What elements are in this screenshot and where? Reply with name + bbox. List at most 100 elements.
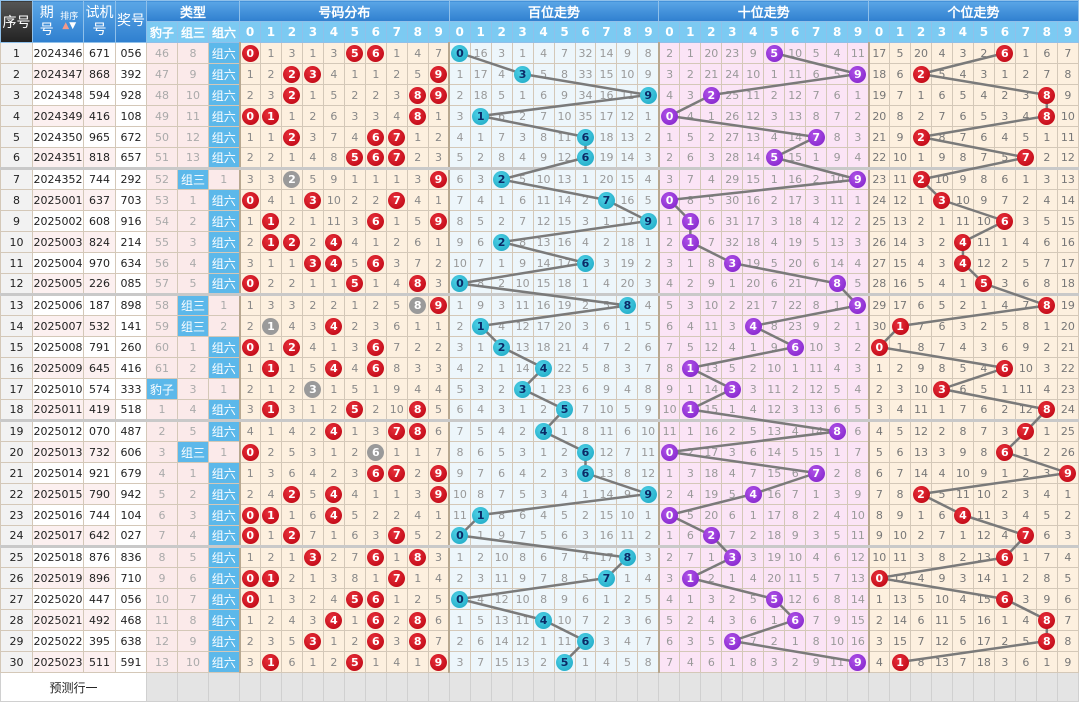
shi-digit-5: 5 xyxy=(763,21,786,43)
shi-cell: 20 xyxy=(700,42,723,64)
bai-cell: 3 xyxy=(448,105,471,127)
ge-cell: 7 xyxy=(1056,609,1079,631)
shi-cell: 2 xyxy=(679,63,702,85)
shi-cell: 6 xyxy=(700,651,723,673)
ge-cell: 12 xyxy=(889,189,912,211)
sort-button[interactable]: 排序 ▲▼ xyxy=(60,11,79,31)
prediction-cell[interactable] xyxy=(868,672,891,702)
prediction-cell[interactable] xyxy=(553,672,576,702)
prediction-cell[interactable] xyxy=(343,672,366,702)
prediction-cell[interactable] xyxy=(406,672,429,702)
shi-cell: 6 xyxy=(700,210,723,232)
shi-cell: 7 xyxy=(805,273,828,296)
bai-cell: 12 xyxy=(511,315,534,337)
prediction-cell[interactable] xyxy=(595,672,618,702)
dist-cell: 5 xyxy=(301,168,324,190)
prediction-cell[interactable] xyxy=(930,672,953,702)
prediction-cell[interactable] xyxy=(910,672,932,702)
test-cell: 818 xyxy=(83,147,116,170)
prediction-cell[interactable] xyxy=(658,672,681,702)
prediction-cell[interactable] xyxy=(146,672,178,702)
dist-cell: 1 xyxy=(280,504,303,526)
shi-cell: 18 xyxy=(700,462,723,484)
prediction-cell[interactable] xyxy=(280,672,303,702)
prediction-cell[interactable] xyxy=(763,672,786,702)
shi-cell: 10 xyxy=(763,357,786,379)
bai-cell: 11 xyxy=(532,189,555,211)
ge-cell: 17 xyxy=(889,294,912,316)
prediction-cell[interactable] xyxy=(385,672,408,702)
prediction-cell[interactable] xyxy=(177,672,209,702)
prediction-cell[interactable] xyxy=(972,672,995,702)
issue-cell: 2025003 xyxy=(32,231,84,253)
shi-cell: 19 xyxy=(763,546,786,568)
shi-cell: 9 xyxy=(826,609,849,631)
ge-cell: 8 xyxy=(930,126,953,148)
prediction-cell[interactable] xyxy=(448,672,471,702)
dist-ball: 6 xyxy=(367,632,385,650)
bai-cell: 4 xyxy=(637,294,660,316)
shi-cell: 22 xyxy=(784,294,807,316)
test-cell: 416 xyxy=(83,105,116,127)
ge-cell: 6 xyxy=(889,63,912,85)
bai-cell: 15 xyxy=(616,168,639,190)
ge-cell: 6 xyxy=(889,441,912,463)
dist-cell: 9 xyxy=(427,210,450,232)
dist-cell: 4 xyxy=(343,357,366,379)
prediction-cell[interactable] xyxy=(1014,672,1037,702)
dist-ball: 0 xyxy=(241,443,259,461)
shi-cell: 1 xyxy=(847,84,870,106)
prediction-cell[interactable] xyxy=(207,672,241,702)
bai-cell: 1 xyxy=(469,105,492,127)
dist-ball: 1 xyxy=(262,653,280,671)
prediction-cell[interactable] xyxy=(427,672,450,702)
header-issue[interactable]: 期号 排序 ▲▼ xyxy=(32,0,84,43)
prediction-cell[interactable] xyxy=(301,672,324,702)
shi-cell: 1 xyxy=(763,168,786,190)
prediction-cell[interactable] xyxy=(490,672,513,702)
prediction-cell[interactable] xyxy=(889,672,912,702)
dist-cell: 3 xyxy=(406,483,429,505)
prediction-cell[interactable] xyxy=(1035,672,1058,702)
bai-cell: 5 xyxy=(637,315,660,337)
prediction-cell[interactable] xyxy=(951,672,974,702)
dist-cell: 8 xyxy=(406,399,429,422)
prediction-cell[interactable] xyxy=(742,672,765,702)
dist-cell: 1 xyxy=(301,399,324,422)
prediction-cell[interactable] xyxy=(469,672,492,702)
bai-ball: 9 xyxy=(639,86,657,104)
prediction-cell[interactable] xyxy=(805,672,828,702)
prediction-cell[interactable] xyxy=(574,672,597,702)
prediction-cell[interactable] xyxy=(616,672,639,702)
prediction-cell[interactable] xyxy=(259,672,282,702)
prediction-cell[interactable] xyxy=(532,672,555,702)
prediction-cell[interactable] xyxy=(322,672,345,702)
ge-cell: 6 xyxy=(930,84,953,106)
ge-cell: 10 xyxy=(972,210,995,232)
prediction-cell[interactable] xyxy=(826,672,849,702)
bai-cell: 8 xyxy=(637,378,660,400)
ge-cell: 4 xyxy=(951,63,974,85)
prediction-cell[interactable] xyxy=(637,672,660,702)
dist-cell: 1 xyxy=(280,546,303,568)
shi-ball: 9 xyxy=(849,171,867,188)
prediction-cell[interactable] xyxy=(721,672,744,702)
prediction-cell[interactable] xyxy=(847,672,870,702)
prediction-cell[interactable] xyxy=(784,672,807,702)
shi-cell: 2 xyxy=(657,231,681,253)
shi-cell: 21 xyxy=(742,294,765,316)
award-cell: 928 xyxy=(115,84,147,106)
shi-cell: 0 xyxy=(657,441,681,463)
prediction-cell[interactable] xyxy=(993,672,1016,702)
prediction-cell[interactable] xyxy=(1056,672,1079,702)
ge-cell: 2 xyxy=(867,609,891,631)
award-cell: 638 xyxy=(115,630,147,652)
prediction-cell[interactable] xyxy=(239,672,261,702)
type-cell: 10 xyxy=(177,84,209,106)
prediction-cell[interactable] xyxy=(511,672,534,702)
prediction-cell[interactable] xyxy=(679,672,702,702)
prediction-cell[interactable] xyxy=(700,672,723,702)
award-cell: 898 xyxy=(115,294,147,316)
prediction-cell[interactable] xyxy=(364,672,387,702)
shi-cell: 4 xyxy=(805,546,828,568)
